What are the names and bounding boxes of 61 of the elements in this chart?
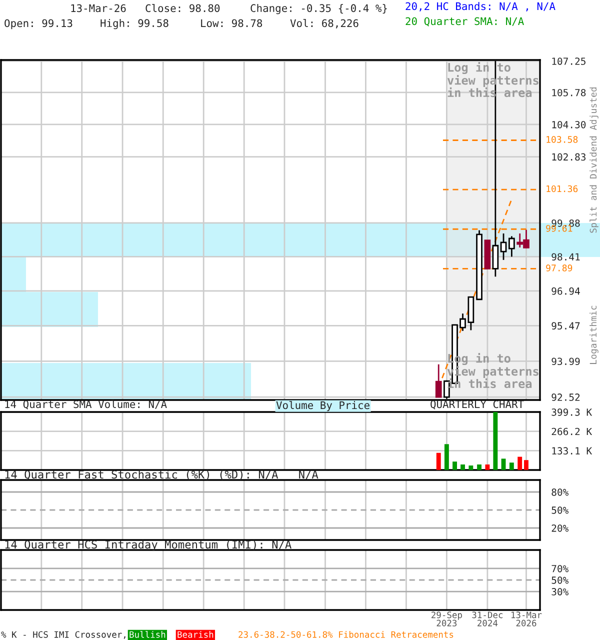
text: QUARTERLY CHART bbox=[430, 400, 524, 410]
text: Vol: 68,226 bbox=[290, 19, 358, 28]
bar bbox=[477, 464, 482, 470]
y-tick-label: 99.88 bbox=[552, 219, 580, 227]
y-tick-label: 30% bbox=[552, 588, 569, 596]
chart-title: 14 Quarter Fast Stochastic (%K) (%D): N/A N/A bbox=[5, 470, 318, 480]
y-tick-label: 98.41 bbox=[552, 253, 580, 261]
y-tick-label: 104.30 bbox=[552, 120, 586, 128]
text: Volume By Price bbox=[276, 401, 370, 412]
candlestick bbox=[435, 364, 442, 398]
bar bbox=[509, 462, 514, 470]
y-tick-label: 50% bbox=[552, 506, 569, 514]
candlestick bbox=[508, 236, 515, 258]
text: Bearish bbox=[178, 631, 214, 638]
text: 13-Mar-26 bbox=[71, 4, 126, 12]
y-tick-label: 20% bbox=[552, 524, 569, 532]
y-tick-label: 266.2 K bbox=[552, 428, 592, 436]
y-tick-label: 105.78 bbox=[552, 88, 586, 96]
bar bbox=[485, 464, 490, 470]
annotation: 14 Quarter SMA Volume: N/A bbox=[5, 400, 167, 410]
text: 20,2 HC Bands: N/A , N/A bbox=[406, 2, 556, 12]
ref-line-label: 97.89 bbox=[546, 264, 572, 272]
x-tick-label: 31-Dec 2024 bbox=[472, 612, 503, 626]
x-tick-label: 13-Mar 2026 bbox=[511, 612, 542, 626]
bar bbox=[460, 464, 465, 470]
text: % K - HCS IMI Crossover, bbox=[1, 631, 126, 639]
bar bbox=[524, 460, 528, 470]
y-tick-label: 50% bbox=[552, 576, 569, 584]
y-tick-label: 399.3 K bbox=[552, 408, 592, 416]
y-tick-label: 80% bbox=[552, 488, 569, 496]
bar bbox=[468, 465, 474, 470]
chart-title: 14 Quarter HCS Intraday Momentum (IMI): N/A bbox=[5, 540, 292, 551]
bar bbox=[436, 452, 441, 470]
text: Split and Dividend Adjusted bbox=[590, 87, 598, 233]
bar bbox=[444, 444, 449, 470]
ref-line-label: 99.61 bbox=[546, 224, 572, 232]
text: Open: 99.13 bbox=[4, 19, 72, 30]
y-tick-label: 96.94 bbox=[552, 287, 580, 295]
text: Change: -0.35 {-0.4 %} bbox=[250, 4, 387, 14]
y-tick-label: 107.25 bbox=[552, 58, 586, 65]
bar bbox=[452, 462, 457, 470]
ref-line-label: 101.36 bbox=[546, 185, 578, 192]
y-tick-label: 93.99 bbox=[552, 358, 580, 366]
ref-line-label: 103.58 bbox=[546, 136, 578, 143]
y-tick-label: 95.47 bbox=[552, 322, 580, 330]
text: Low: 98.78 bbox=[201, 19, 262, 28]
bar bbox=[493, 412, 498, 470]
text: High: 99.58 bbox=[100, 19, 168, 30]
y-tick-label: 70% bbox=[552, 564, 569, 572]
text: Bullish bbox=[130, 631, 166, 638]
bar bbox=[501, 458, 506, 470]
text: 23.6-38.2-50-61.8% Fibonacci Retracements bbox=[238, 631, 454, 638]
y-tick-label: 102.83 bbox=[552, 153, 586, 161]
text: Logarithmic bbox=[590, 306, 598, 364]
y-tick-label: 133.1 K bbox=[552, 447, 592, 455]
bar bbox=[518, 456, 522, 470]
text: 20 Quarter SMA: N/A bbox=[406, 17, 524, 26]
x-tick-label: 29-Sep 2023 bbox=[432, 612, 462, 626]
candlestick bbox=[500, 232, 507, 261]
text: Close: 98.80 bbox=[146, 4, 220, 12]
y-tick-label: 92.52 bbox=[552, 394, 580, 401]
